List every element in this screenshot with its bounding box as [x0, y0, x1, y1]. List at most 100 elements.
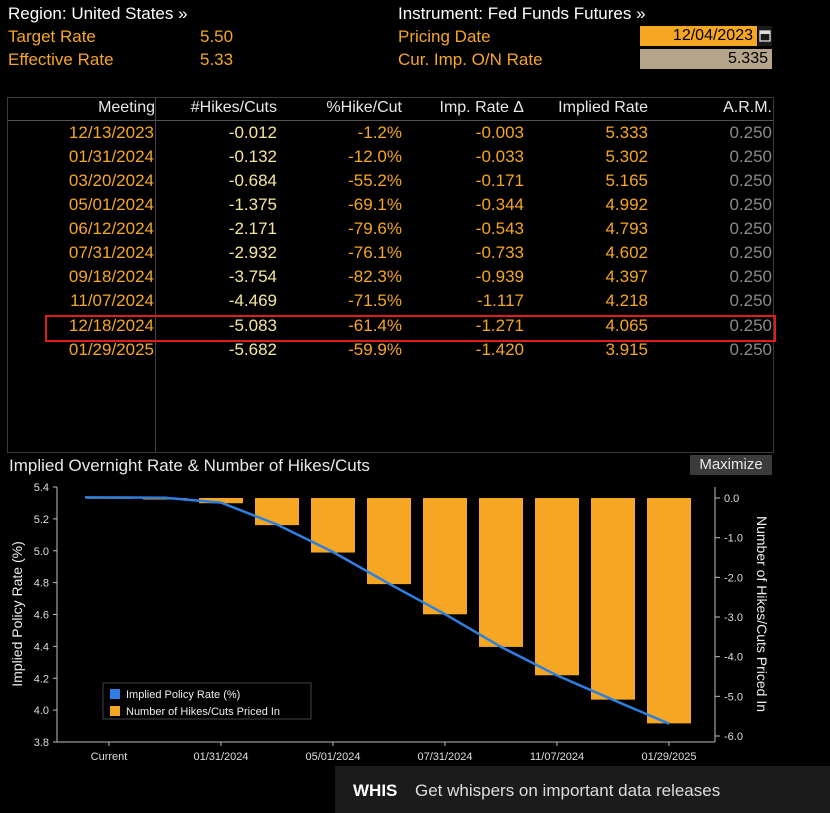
implied-rate-value: 4.218 — [605, 291, 648, 310]
left-axis-tick-label: 5.0 — [34, 546, 49, 558]
hikes-cuts-value: -0.132 — [228, 147, 277, 166]
arm-value: 0.250 — [729, 291, 772, 310]
implied-rate-value: 4.992 — [605, 195, 648, 214]
bar — [255, 498, 299, 526]
table-row[interactable]: 11/07/2024 -4.469 -71.5% -1.117 4.218 0.… — [0, 289, 780, 313]
chart-area: 5.4 5.2 5.0 4.8 4.6 4.4 4.2 4.0 3.8 0.0 -1.0 -2.0 -3… — [0, 477, 830, 767]
legend-swatch — [110, 689, 120, 699]
hikes-cuts-value: -5.682 — [228, 340, 277, 359]
table-divider — [155, 97, 156, 453]
table-row[interactable]: 05/01/2024 -1.375 -69.1% -0.344 4.992 0.… — [0, 193, 780, 217]
bar — [591, 498, 635, 700]
bar — [535, 498, 579, 676]
x-axis-tick-label: 05/01/2024 — [305, 751, 360, 763]
pct-hike-cut-value: -76.1% — [348, 243, 402, 262]
imp-rate-delta-value: -0.733 — [475, 243, 524, 262]
implied-rate-value: 5.165 — [605, 171, 648, 190]
pct-hike-cut-value: -71.5% — [348, 291, 402, 310]
meeting-date: 11/07/2024 — [70, 291, 154, 310]
col-pct-hike-cut[interactable]: %Hike/Cut — [326, 99, 402, 116]
hikes-cuts-value: -3.754 — [228, 267, 277, 286]
right-axis-tick-label: -3.0 — [724, 612, 743, 624]
bar — [199, 498, 243, 504]
arm-value: 0.250 — [729, 147, 772, 166]
arm-value: 0.250 — [729, 340, 772, 359]
implied-rate-value: 3.915 — [605, 340, 648, 359]
meeting-date: 09/18/2024 — [68, 267, 154, 286]
imp-rate-delta-value: -1.420 — [475, 340, 524, 359]
col-hikes-cuts[interactable]: #Hikes/Cuts — [190, 99, 277, 116]
table-header: Meeting #Hikes/Cuts %Hike/Cut Imp. Rate … — [8, 98, 773, 121]
meeting-date: 12/13/2023 — [68, 123, 154, 142]
imp-rate-delta-value: -0.003 — [475, 123, 524, 142]
calendar-icon[interactable] — [758, 26, 772, 46]
meeting-date: 01/29/2025 — [68, 340, 154, 359]
col-imp-rate-delta[interactable]: Imp. Rate Δ — [439, 99, 525, 116]
imp-rate-delta-value: -0.543 — [475, 219, 524, 238]
hikes-cuts-value: -4.469 — [228, 291, 277, 310]
meeting-date: 06/12/2024 — [68, 219, 154, 238]
implied-rate-value: 4.793 — [605, 219, 648, 238]
pct-hike-cut-value: -12.0% — [348, 147, 402, 166]
imp-rate-delta-value: -0.171 — [475, 171, 524, 190]
right-axis-tick-label: 0.0 — [724, 493, 739, 505]
meeting-date: 05/01/2024 — [68, 195, 154, 214]
highlight-box — [45, 315, 776, 342]
col-arm[interactable]: A.R.M. — [723, 99, 772, 116]
hikes-cuts-value: -2.932 — [228, 243, 277, 262]
meeting-date: 03/20/2024 — [68, 171, 154, 190]
right-axis-tick-label: -1.0 — [724, 533, 743, 545]
pricing-date-label: Pricing Date — [398, 27, 491, 46]
implied-rate-line — [84, 496, 670, 725]
legend-box — [102, 682, 312, 720]
hikes-cuts-value: -2.171 — [228, 219, 277, 238]
pct-hike-cut-value: -82.3% — [348, 267, 402, 286]
table-row[interactable]: 03/20/2024 -0.684 -55.2% -0.171 5.165 0.… — [0, 169, 780, 193]
x-axis-tick-label: 01/29/2025 — [641, 751, 696, 763]
left-axis-tick-label: 5.2 — [34, 514, 49, 526]
table-row[interactable]: 01/29/2025 -5.682 -59.9% -1.420 3.915 0.… — [0, 338, 780, 362]
legend-swatch — [110, 706, 120, 716]
x-axis-tick-label: 01/31/2024 — [193, 751, 248, 763]
left-axis-tick-label: 4.2 — [34, 673, 49, 685]
table-panel — [7, 97, 774, 453]
chart-header: Implied Overnight Rate & Number of Hikes… — [7, 455, 774, 477]
table-row[interactable]: 01/31/2024 -0.132 -12.0% -0.033 5.302 0.… — [0, 145, 780, 169]
col-meeting[interactable]: Meeting — [98, 99, 155, 116]
hikes-cuts-value: -0.012 — [228, 123, 277, 142]
imp-rate-delta-value: -1.271 — [475, 316, 524, 335]
whisper-banner[interactable]: WHIS Get whispers on important data rele… — [335, 766, 830, 813]
table-row[interactable]: 09/18/2024 -3.754 -82.3% -0.939 4.397 0.… — [0, 265, 780, 289]
legend-label: Implied Policy Rate (%) — [126, 689, 240, 701]
legend-label: Number of Hikes/Cuts Priced In — [126, 706, 280, 718]
imp-rate-delta-value: -1.117 — [477, 291, 524, 310]
arm-value: 0.250 — [729, 267, 772, 286]
cur-imp-rate-field: 5.335 — [640, 49, 772, 69]
maximize-button[interactable]: Maximize — [690, 455, 772, 475]
arm-value: 0.250 — [729, 243, 772, 262]
x-axis-tick-label: 11/07/2024 — [530, 751, 584, 763]
instrument-selector[interactable]: Instrument: Fed Funds Futures » — [398, 4, 646, 23]
x-axis-tick-label: 07/31/2024 — [417, 751, 472, 763]
table-row-highlighted[interactable]: 12/18/2024 -5.083 -61.4% -1.271 4.065 0.… — [0, 314, 780, 338]
table-row[interactable]: 12/13/2023 -0.012 -1.2% -0.003 5.333 0.2… — [0, 121, 780, 145]
chart-title: Implied Overnight Rate & Number of Hikes… — [9, 456, 370, 475]
implied-rate-value: 5.302 — [605, 147, 648, 166]
imp-rate-delta-value: -0.344 — [475, 195, 524, 214]
table-row[interactable]: 07/31/2024 -2.932 -76.1% -0.733 4.602 0.… — [0, 241, 780, 265]
col-implied-rate[interactable]: Implied Rate — [558, 99, 648, 116]
left-axis-tick-label: 4.6 — [34, 610, 49, 622]
left-axis-tick-label: 3.8 — [34, 737, 49, 749]
table-row[interactable]: 06/12/2024 -2.171 -79.6% -0.543 4.793 0.… — [0, 217, 780, 241]
hikes-cuts-value: -1.375 — [228, 195, 277, 214]
left-axis-tick-label: 5.4 — [34, 482, 49, 494]
pct-hike-cut-value: -79.6% — [348, 219, 402, 238]
bar — [647, 498, 691, 724]
arm-value: 0.250 — [729, 123, 772, 142]
region-selector[interactable]: Region: United States » — [8, 4, 188, 23]
pricing-date-input[interactable]: 12/04/2023 — [640, 26, 757, 46]
left-axis-title: Implied Policy Rate (%) — [9, 541, 25, 687]
banner-brand: WHIS — [353, 781, 398, 800]
implied-rate-value: 5.333 — [605, 123, 648, 142]
hikes-cuts-value: -5.083 — [228, 316, 277, 335]
